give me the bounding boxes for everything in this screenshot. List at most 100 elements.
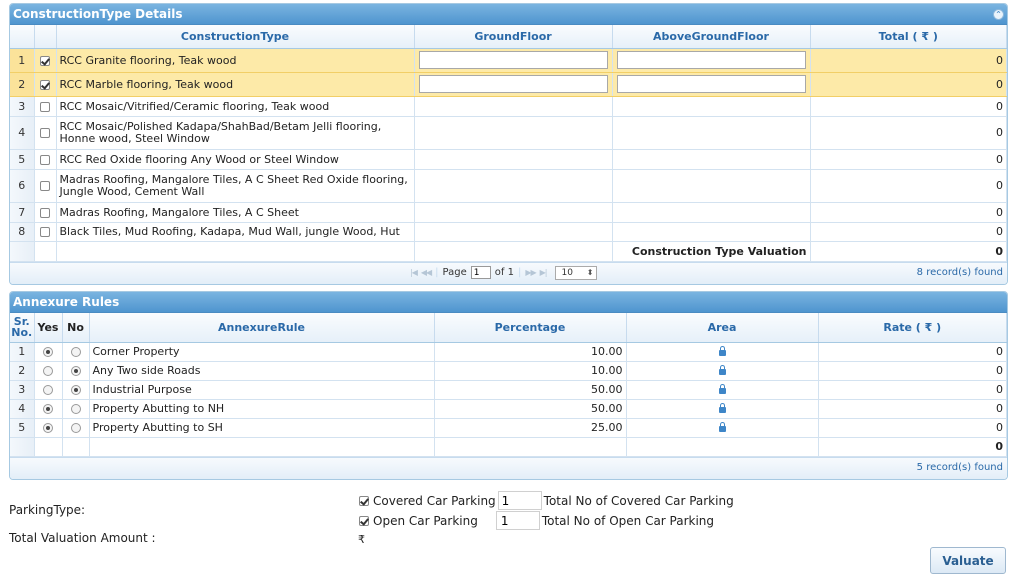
row-number: 5: [10, 418, 35, 438]
construction-panel-header: ConstructionType Details ⌃: [10, 4, 1007, 25]
rate-cell: 0: [818, 342, 1007, 362]
table-row[interactable]: 5 Property Abutting to SH 25.00 0: [10, 418, 1007, 438]
last-page-icon[interactable]: ▶|: [539, 268, 548, 277]
yes-radio[interactable]: [43, 423, 53, 433]
row-number: 2: [10, 72, 35, 97]
table-row[interactable]: 2 RCC Marble flooring, Teak wood 0: [10, 72, 1007, 97]
covered-parking-total-label: Total No of Covered Car Parking: [543, 493, 734, 508]
lock-icon: [718, 422, 726, 432]
no-header: No: [62, 313, 90, 343]
table-row[interactable]: 2 Any Two side Roads 10.00 0: [10, 361, 1007, 381]
row-checkbox[interactable]: [40, 227, 50, 237]
table-row[interactable]: 1 RCC Granite flooring, Teak wood 0: [10, 48, 1007, 73]
rownum-header: [10, 25, 35, 49]
percentage-cell: 10.00: [434, 361, 627, 381]
rate-header[interactable]: Rate ( ₹ ): [818, 313, 1007, 343]
percentage-cell: 50.00: [434, 380, 627, 400]
ground-floor-cell[interactable]: [414, 116, 613, 150]
above-ground-floor-cell[interactable]: [612, 222, 811, 242]
yes-radio[interactable]: [43, 404, 53, 414]
rate-cell: 0: [818, 380, 1007, 400]
covered-parking-input[interactable]: [497, 491, 542, 510]
ground-floor-cell[interactable]: [414, 149, 613, 170]
construction-type-cell: RCC Granite flooring, Teak wood: [56, 48, 415, 73]
total-cell: 0: [810, 116, 1007, 150]
page-number-input[interactable]: [470, 266, 491, 279]
total-valuation-label: Total Valuation Amount :: [9, 531, 156, 545]
table-row[interactable]: 4 Property Abutting to NH 50.00 0: [10, 399, 1007, 419]
first-page-icon[interactable]: |◀: [410, 268, 418, 277]
no-radio[interactable]: [70, 404, 81, 414]
open-parking-input[interactable]: [495, 511, 540, 530]
open-parking-checkbox[interactable]: [359, 515, 369, 526]
row-number: 1: [10, 48, 35, 73]
above-ground-floor-input[interactable]: [616, 75, 806, 93]
total-header[interactable]: Total ( ₹ ): [810, 25, 1007, 49]
row-number: 4: [10, 399, 35, 419]
row-checkbox[interactable]: [40, 79, 50, 90]
above-ground-floor-header[interactable]: AboveGroundFloor: [612, 25, 811, 49]
row-checkbox[interactable]: [40, 128, 50, 138]
ground-floor-cell[interactable]: [414, 96, 613, 117]
total-cell: 0: [810, 149, 1007, 170]
ground-floor-header[interactable]: GroundFloor: [414, 25, 613, 49]
above-ground-floor-cell[interactable]: [612, 96, 811, 117]
collapse-icon[interactable]: ⌃: [993, 9, 1004, 20]
annexure-total-value: 0: [818, 437, 1007, 457]
next-page-icon[interactable]: ▶▶: [525, 268, 536, 277]
total-cell: 0: [810, 96, 1007, 117]
row-number: 7: [10, 202, 35, 223]
construction-pager: |◀ ◀◀ | Page of 1 | ▶▶ ▶| 10 8 record(s)…: [10, 261, 1007, 284]
table-row[interactable]: 6 Madras Roofing, Mangalore Tiles, A C S…: [10, 169, 1007, 203]
construction-type-cell: Madras Roofing, Mangalore Tiles, A C She…: [56, 169, 415, 203]
row-checkbox[interactable]: [40, 55, 50, 66]
valuate-button[interactable]: Valuate: [930, 547, 1006, 574]
table-row[interactable]: 8 Black Tiles, Mud Roofing, Kadapa, Mud …: [10, 222, 1007, 242]
no-radio[interactable]: [70, 385, 81, 395]
prev-page-icon[interactable]: ◀◀: [420, 268, 432, 277]
no-radio[interactable]: [70, 347, 81, 357]
annexure-rule-header[interactable]: AnnexureRule: [89, 313, 435, 343]
covered-parking-checkbox[interactable]: [359, 495, 369, 506]
table-row[interactable]: 4 RCC Mosaic/Polished Kadapa/ShahBad/Bet…: [10, 116, 1007, 150]
above-ground-floor-cell[interactable]: [612, 116, 811, 150]
row-checkbox[interactable]: [40, 207, 50, 218]
above-ground-floor-cell[interactable]: [612, 169, 811, 203]
rate-cell: 0: [818, 418, 1007, 438]
ground-floor-cell[interactable]: [414, 222, 613, 242]
table-row[interactable]: 7 Madras Roofing, Mangalore Tiles, A C S…: [10, 202, 1007, 223]
total-cell: 0: [810, 72, 1007, 97]
annexure-panel-header: Annexure Rules: [10, 292, 1007, 313]
construction-type-header[interactable]: ConstructionType: [56, 25, 415, 49]
covered-parking-row: Covered Car Parking Total No of Covered …: [359, 491, 734, 510]
ground-floor-input[interactable]: [418, 51, 608, 69]
above-ground-floor-cell[interactable]: [612, 202, 811, 223]
table-row[interactable]: 1 Corner Property 10.00 0: [10, 342, 1007, 362]
no-radio[interactable]: [70, 366, 81, 376]
page-size-select[interactable]: 10: [554, 265, 597, 280]
total-cell: 0: [810, 48, 1007, 73]
rate-cell: 0: [818, 361, 1007, 381]
yes-radio[interactable]: [43, 385, 53, 395]
row-number: 3: [10, 380, 35, 400]
construction-panel: ConstructionType Details ⌃ ConstructionT…: [9, 3, 1008, 285]
row-number: 8: [10, 222, 35, 242]
open-parking-row: Open Car Parking Total No of Open Car Pa…: [359, 511, 714, 530]
table-row[interactable]: 3 RCC Mosaic/Vitrified/Ceramic flooring,…: [10, 96, 1007, 117]
area-header[interactable]: Area: [626, 313, 819, 343]
ground-floor-cell[interactable]: [414, 202, 613, 223]
yes-radio[interactable]: [43, 347, 53, 357]
ground-floor-cell[interactable]: [414, 169, 613, 203]
above-ground-floor-cell[interactable]: [612, 149, 811, 170]
row-checkbox[interactable]: [40, 181, 50, 191]
percentage-header[interactable]: Percentage: [434, 313, 627, 343]
lock-icon: [718, 384, 726, 394]
no-radio[interactable]: [70, 423, 81, 433]
yes-radio[interactable]: [43, 366, 53, 376]
row-checkbox[interactable]: [40, 154, 50, 165]
above-ground-floor-input[interactable]: [616, 51, 806, 69]
table-row[interactable]: 5 RCC Red Oxide flooring Any Wood or Ste…: [10, 149, 1007, 170]
row-checkbox[interactable]: [40, 101, 50, 112]
table-row[interactable]: 3 Industrial Purpose 50.00 0: [10, 380, 1007, 400]
ground-floor-input[interactable]: [418, 75, 608, 93]
